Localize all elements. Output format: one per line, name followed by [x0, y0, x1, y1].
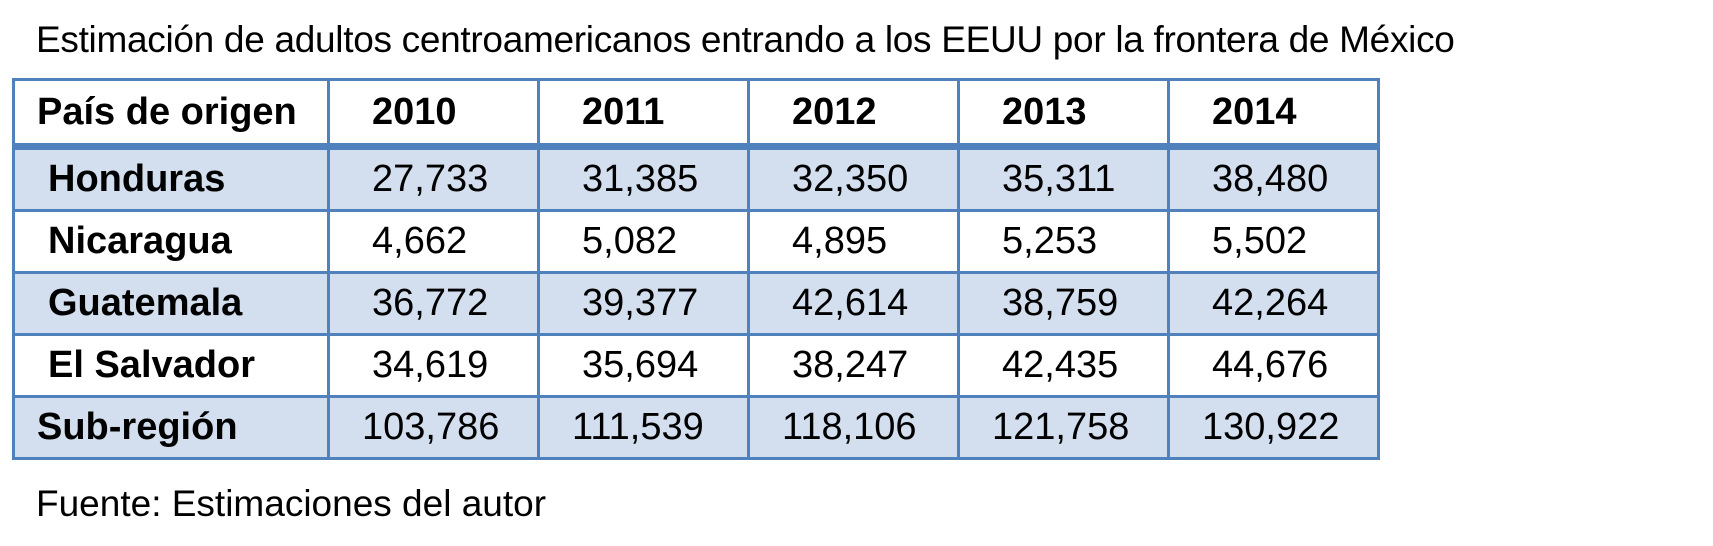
- row-label: Honduras: [12, 145, 330, 212]
- table-header-row: País de origen 2010 2011 2012 2013 2014: [12, 78, 1380, 150]
- table-row: El Salvador 34,619 35,694 38,247 42,435 …: [12, 333, 1380, 398]
- row-label: Guatemala: [12, 271, 330, 336]
- row-label: El Salvador: [12, 333, 330, 398]
- total-cell: 130,922: [1167, 395, 1380, 460]
- table-cell: 5,082: [537, 209, 750, 274]
- column-header-year: 2010: [327, 78, 540, 150]
- table-cell: 35,311: [957, 145, 1170, 212]
- table-row: Guatemala 36,772 39,377 42,614 38,759 42…: [12, 271, 1380, 336]
- table-cell: 42,264: [1167, 271, 1380, 336]
- table-cell: 39,377: [537, 271, 750, 336]
- table-cell: 38,480: [1167, 145, 1380, 212]
- total-cell: 118,106: [747, 395, 960, 460]
- total-cell: 121,758: [957, 395, 1170, 460]
- table-cell: 27,733: [327, 145, 540, 212]
- table-cell: 5,502: [1167, 209, 1380, 274]
- column-header-year: 2013: [957, 78, 1170, 150]
- table-cell: 4,662: [327, 209, 540, 274]
- table-cell: 35,694: [537, 333, 750, 398]
- table-cell: 42,614: [747, 271, 960, 336]
- table-cell: 5,253: [957, 209, 1170, 274]
- column-header-year: 2011: [537, 78, 750, 150]
- table-cell: 38,247: [747, 333, 960, 398]
- table-cell: 4,895: [747, 209, 960, 274]
- total-row-label: Sub-región: [12, 395, 330, 460]
- column-header-country: País de origen: [12, 78, 330, 150]
- table-cell: 32,350: [747, 145, 960, 212]
- source-note: Fuente: Estimaciones del autor: [36, 483, 547, 524]
- table-title: Estimación de adultos centroamericanos e…: [36, 19, 1455, 60]
- row-label: Nicaragua: [12, 209, 330, 274]
- data-table: País de origen 2010 2011 2012 2013 2014 …: [12, 78, 1380, 460]
- table-cell: 38,759: [957, 271, 1170, 336]
- total-cell: 103,786: [327, 395, 540, 460]
- column-header-year: 2014: [1167, 78, 1380, 150]
- table-row: Honduras 27,733 31,385 32,350 35,311 38,…: [12, 145, 1380, 212]
- table-total-row: Sub-región 103,786 111,539 118,106 121,7…: [12, 395, 1380, 460]
- table-cell: 44,676: [1167, 333, 1380, 398]
- table-cell: 31,385: [537, 145, 750, 212]
- table-row: Nicaragua 4,662 5,082 4,895 5,253 5,502: [12, 209, 1380, 274]
- table-cell: 36,772: [327, 271, 540, 336]
- data-table-container: País de origen 2010 2011 2012 2013 2014 …: [12, 78, 1380, 460]
- column-header-year: 2012: [747, 78, 960, 150]
- table-cell: 34,619: [327, 333, 540, 398]
- total-cell: 111,539: [537, 395, 750, 460]
- table-cell: 42,435: [957, 333, 1170, 398]
